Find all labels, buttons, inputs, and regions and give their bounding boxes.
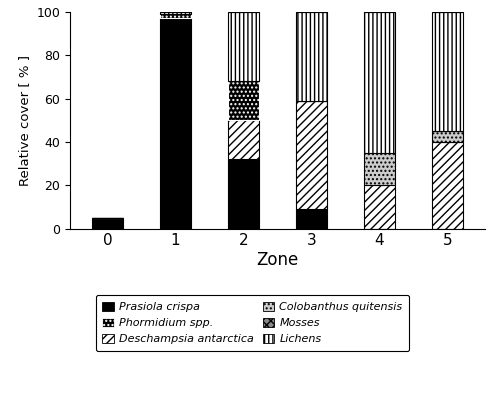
- Bar: [160, 19, 191, 229]
- Bar: [228, 81, 259, 120]
- Bar: [364, 12, 395, 153]
- X-axis label: Zone: Zone: [256, 251, 298, 269]
- Bar: [296, 209, 327, 229]
- Bar: [160, 12, 191, 14]
- Y-axis label: Relative cover [ % ]: Relative cover [ % ]: [18, 55, 31, 186]
- Bar: [296, 12, 327, 101]
- Bar: [364, 153, 395, 185]
- Bar: [228, 159, 259, 229]
- Bar: [160, 14, 191, 19]
- Bar: [432, 142, 463, 229]
- Bar: [228, 120, 259, 159]
- Legend: Prasiola crispa, Phormidium spp., Deschampsia antarctica, Colobanthus quitensis,: Prasiola crispa, Phormidium spp., Descha…: [96, 295, 409, 351]
- Bar: [432, 131, 463, 142]
- Bar: [228, 12, 259, 81]
- Bar: [92, 217, 122, 229]
- Bar: [432, 12, 463, 131]
- Bar: [364, 185, 395, 229]
- Bar: [296, 100, 327, 209]
